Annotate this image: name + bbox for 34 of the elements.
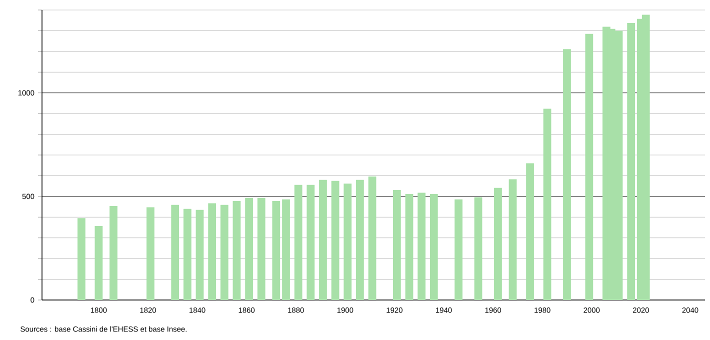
bar [344, 184, 352, 300]
bar [146, 207, 154, 300]
bar [368, 176, 376, 300]
bar [282, 199, 290, 300]
bar [294, 184, 302, 300]
bar [356, 180, 364, 300]
bar [430, 194, 438, 300]
bar [94, 226, 103, 300]
bar [418, 192, 426, 300]
bar [585, 34, 594, 300]
bar [331, 180, 340, 300]
bar [494, 188, 502, 300]
bar [405, 194, 414, 300]
bar [454, 199, 462, 300]
bar [245, 198, 253, 300]
bar [627, 23, 636, 300]
bar [208, 203, 216, 300]
bar [232, 200, 241, 300]
bar [474, 197, 482, 300]
bar [272, 200, 280, 300]
bar [392, 190, 401, 300]
bar [183, 208, 192, 300]
bar [319, 180, 327, 300]
bar [508, 179, 517, 300]
bar [171, 204, 180, 300]
bar [110, 206, 118, 300]
bar [77, 218, 86, 300]
bar [526, 163, 534, 300]
bar [257, 198, 266, 300]
bar [563, 49, 571, 300]
bar [306, 184, 315, 300]
bar [196, 210, 204, 300]
bar [220, 204, 228, 300]
bar [543, 108, 552, 300]
